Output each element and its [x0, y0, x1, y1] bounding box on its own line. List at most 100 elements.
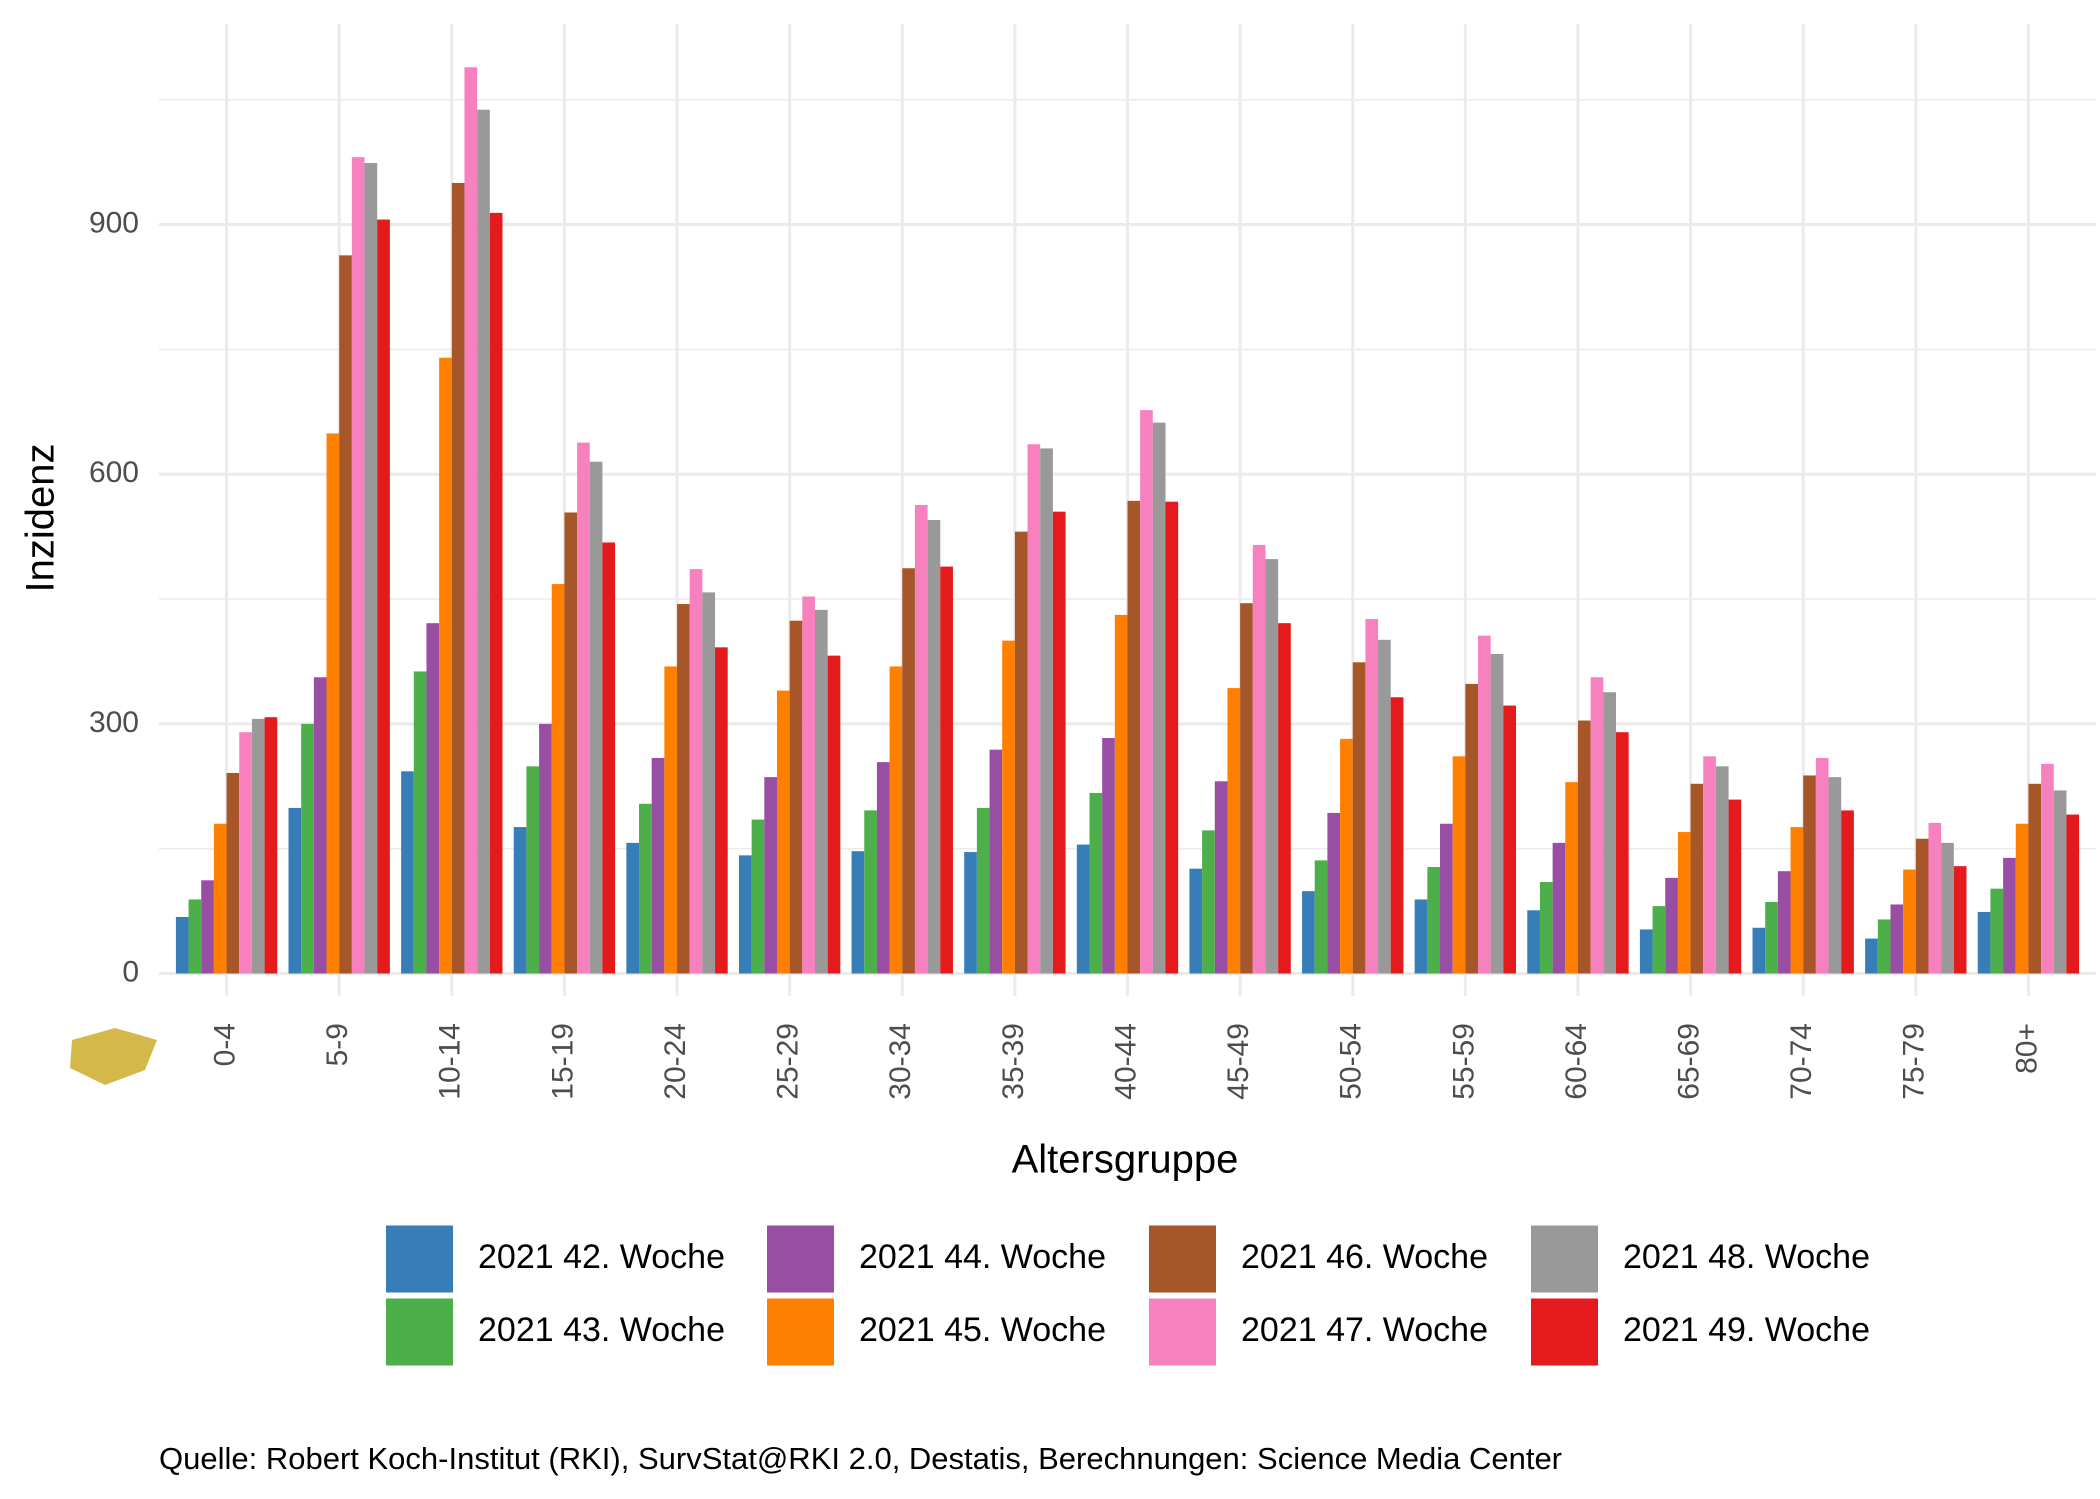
bar	[1240, 603, 1253, 974]
bar	[1390, 697, 1404, 974]
bar	[1352, 662, 1366, 974]
bar	[989, 749, 1003, 974]
bar	[940, 566, 953, 974]
legend-label: 2021 48. Woche	[1623, 1238, 1870, 1276]
bar	[1452, 756, 1466, 974]
bar	[827, 655, 841, 974]
legend-label: 2021 46. Woche	[1241, 1238, 1488, 1276]
bar	[364, 162, 378, 974]
bar	[489, 212, 503, 974]
bar	[1227, 688, 1241, 974]
legend-key	[767, 1298, 834, 1366]
bar	[564, 512, 578, 974]
legend-label: 2021 45. Woche	[859, 1311, 1106, 1349]
bar	[1928, 822, 1942, 974]
bar	[626, 842, 640, 974]
bar	[1189, 868, 1203, 974]
bar	[738, 855, 752, 974]
bar	[602, 542, 616, 974]
bar	[689, 569, 703, 974]
bar	[1440, 823, 1453, 974]
y-tick-label: 600	[89, 456, 139, 489]
bar	[1865, 938, 1878, 974]
bar	[1953, 866, 1967, 974]
legend-key	[1149, 1298, 1216, 1366]
bar	[1815, 757, 1829, 974]
bar	[539, 723, 552, 974]
bar	[339, 255, 352, 974]
bar	[1365, 619, 1379, 974]
legend-label: 2021 49. Woche	[1623, 1311, 1870, 1349]
bar	[2053, 790, 2067, 974]
legend-key	[386, 1225, 453, 1293]
x-tick-label: 60-64	[1560, 1023, 1593, 1100]
bar	[1552, 842, 1566, 974]
bar	[1014, 531, 1028, 974]
bar	[1076, 844, 1090, 974]
x-axis-title: Altersgruppe	[1012, 1138, 1239, 1182]
bar	[814, 609, 828, 974]
bar	[551, 584, 565, 974]
bar	[1539, 881, 1553, 974]
bar	[2028, 783, 2042, 974]
bar	[1677, 832, 1691, 974]
x-tick-label: 20-24	[659, 1023, 692, 1100]
legend-label: 2021 42. Woche	[478, 1238, 725, 1276]
x-tick-label: 55-59	[1447, 1023, 1480, 1100]
bar	[789, 620, 803, 974]
bar	[1002, 640, 1015, 974]
legend-key	[1531, 1298, 1598, 1366]
x-tick-label: 65-69	[1673, 1023, 1706, 1100]
bar	[751, 819, 765, 974]
bar	[1114, 614, 1128, 974]
bar	[1565, 782, 1578, 974]
bar	[1102, 738, 1115, 974]
bar	[1639, 929, 1653, 974]
bar	[1252, 544, 1266, 974]
bar	[1765, 901, 1778, 974]
bar	[1052, 511, 1066, 974]
bar	[927, 519, 941, 974]
bar	[313, 677, 327, 974]
x-tick-label: 50-54	[1335, 1023, 1368, 1100]
bar	[1828, 777, 1842, 974]
bar	[715, 647, 728, 974]
bar	[889, 666, 903, 974]
bar	[1728, 799, 1742, 974]
legend-key	[1531, 1225, 1598, 1293]
bar	[439, 357, 452, 974]
bar	[264, 717, 278, 974]
bar	[288, 807, 302, 974]
bar	[1414, 899, 1428, 974]
bar	[1152, 422, 1166, 974]
legend-key	[1149, 1225, 1216, 1293]
caption: Quelle: Robert Koch-Institut (RKI), Surv…	[159, 1441, 1562, 1476]
bar	[864, 810, 877, 974]
bar	[1603, 692, 1616, 974]
bar	[1941, 842, 1954, 974]
bar	[413, 671, 427, 974]
bar	[1577, 720, 1591, 974]
bar	[902, 568, 915, 974]
bar	[589, 461, 603, 974]
bar	[477, 109, 490, 974]
bar	[702, 592, 716, 974]
bar	[1427, 867, 1441, 974]
bar	[1990, 888, 2004, 974]
legend-label: 2021 43. Woche	[478, 1311, 725, 1349]
bar	[851, 851, 865, 974]
bar	[664, 666, 678, 974]
bar	[1503, 705, 1517, 974]
bar	[1915, 838, 1929, 974]
y-tick-label: 0	[122, 955, 139, 988]
bar	[677, 604, 690, 974]
bar	[451, 182, 465, 974]
x-tick-label: 40-44	[1109, 1023, 1142, 1100]
bar	[651, 757, 665, 974]
bar	[964, 852, 977, 974]
bar	[1690, 783, 1704, 974]
bar	[577, 442, 590, 974]
bar	[1127, 500, 1141, 974]
x-tick-label: 70-74	[1785, 1023, 1818, 1100]
